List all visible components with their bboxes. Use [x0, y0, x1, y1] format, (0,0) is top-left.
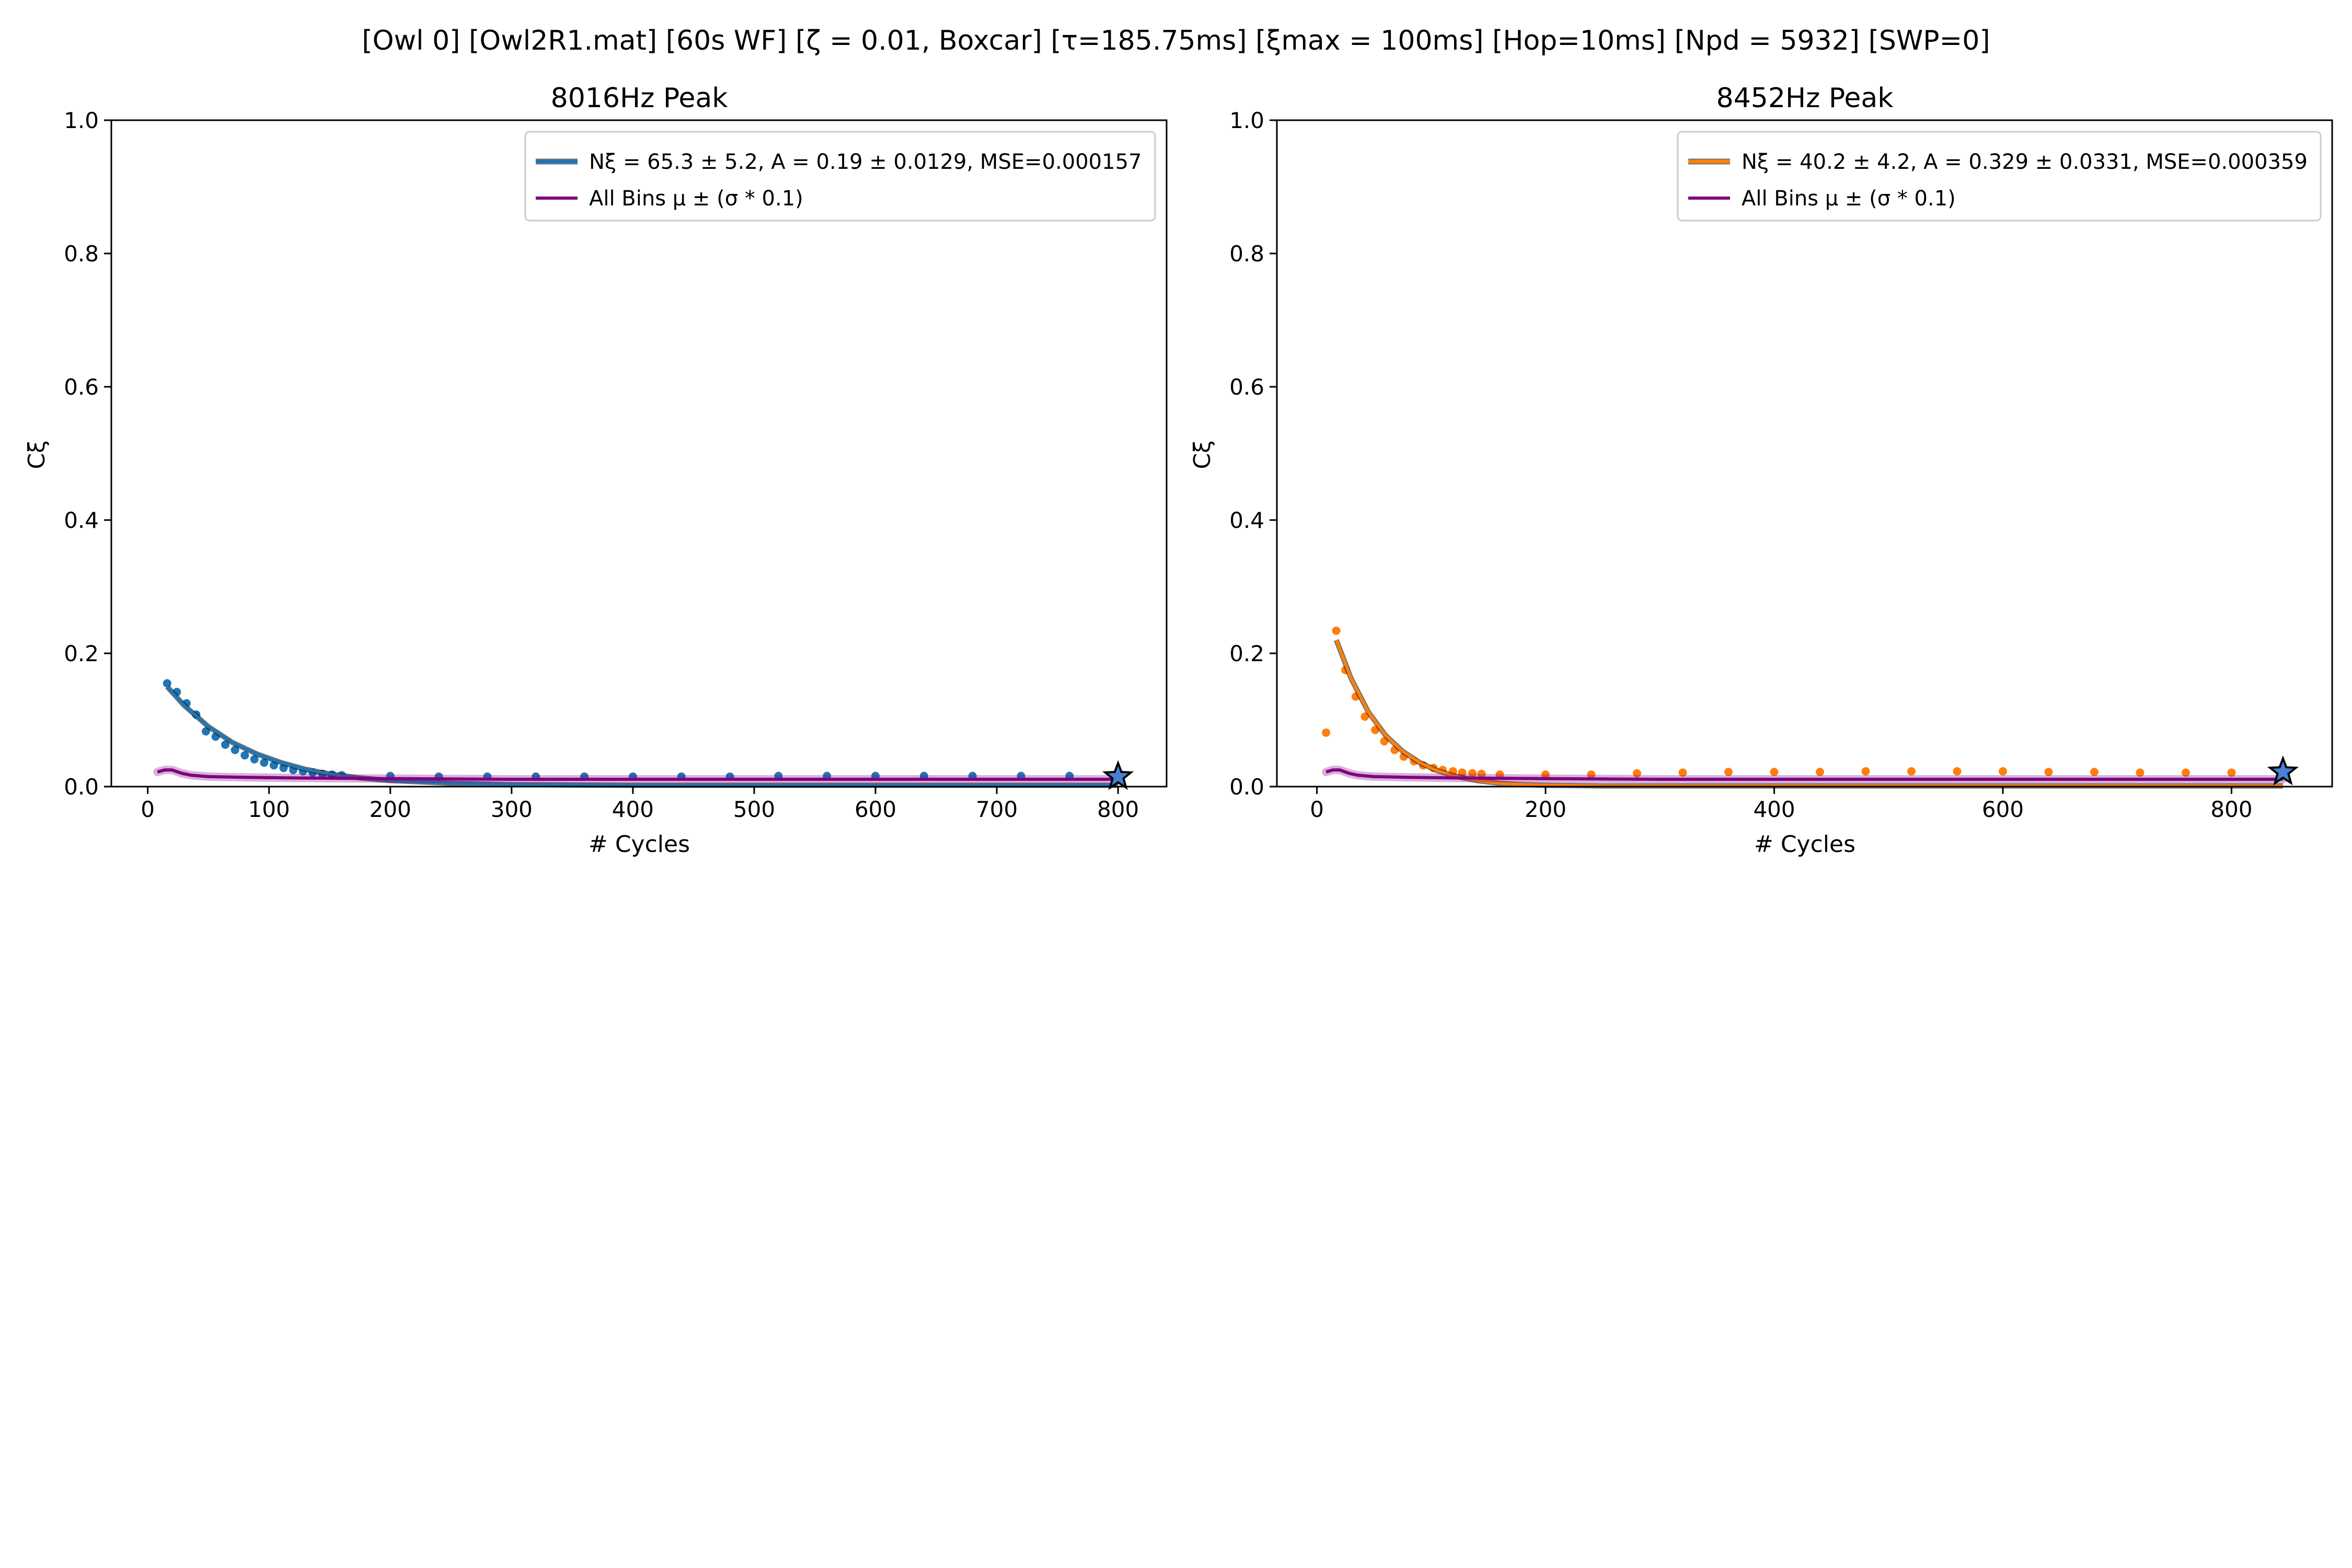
x-tick-label: 300	[491, 797, 533, 822]
legend-box	[524, 131, 1156, 222]
panel-title: 8016Hz Peak	[551, 83, 728, 114]
y-tick-label: 1.0	[1229, 108, 1264, 133]
panel-8016hz: 8016Hz Peak # Cycles Cξ 0 100 200 300 400 500…	[24, 83, 1168, 858]
mean-line	[1325, 768, 2283, 781]
data-point	[1861, 767, 1870, 776]
mean-line	[157, 768, 1119, 781]
x-tick-label: 200	[1525, 797, 1566, 822]
legend-label-mean: All Bins μ ± (σ * 0.1)	[1742, 187, 1956, 211]
data-point	[2227, 768, 2236, 777]
star-marker	[2267, 755, 2299, 786]
panel-8452hz: 8452Hz Peak # Cycles Cξ 0 200 400 600 800 0.0…	[1189, 83, 2333, 858]
y-tick-label: 0.6	[1229, 374, 1264, 400]
y-tick-label: 0.2	[1229, 641, 1264, 666]
data-point	[2090, 768, 2099, 776]
y-tick-label: 0.6	[64, 374, 99, 400]
data-point	[1541, 770, 1550, 779]
x-axis-label: # Cycles	[589, 831, 690, 858]
data-point	[2044, 768, 2053, 776]
y-axis-label: Cξ	[1189, 440, 1216, 469]
axes-frame	[110, 119, 1168, 788]
y-tick-label: 0.2	[64, 641, 99, 666]
y-tick-label: 0.4	[1229, 508, 1264, 533]
data-point	[240, 751, 249, 760]
legend-label-fit: Nξ = 65.3 ± 5.2, A = 0.19 ± 0.0129, MSE=…	[589, 150, 1142, 174]
x-axis-label: # Cycles	[1754, 831, 1855, 858]
legend-label-fit: Nξ = 40.2 ± 4.2, A = 0.329 ± 0.0331, MSE…	[1742, 150, 2308, 174]
x-tick-label: 400	[612, 797, 654, 822]
x-tick-label: 600	[855, 797, 896, 822]
x-tick-label: 0	[141, 797, 155, 822]
data-point	[1495, 770, 1504, 779]
data-point	[250, 755, 259, 764]
panel-title: 8452Hz Peak	[1716, 83, 1894, 114]
y-tick-label: 0.8	[1229, 241, 1264, 267]
x-tick-label: 0	[1310, 797, 1324, 822]
data-point	[221, 740, 230, 749]
data-point	[2136, 768, 2145, 777]
x-tick-label: 700	[976, 797, 1018, 822]
data-point	[1322, 728, 1331, 737]
data-point	[1816, 768, 1824, 776]
x-tick-label: 100	[248, 797, 290, 822]
data-point	[1907, 767, 1916, 776]
data-point	[1633, 769, 1641, 778]
data-point	[1770, 768, 1779, 776]
y-tick-label: 0.0	[1229, 774, 1264, 800]
x-tick-label: 800	[1097, 797, 1139, 822]
star-marker	[1102, 760, 1134, 790]
x-tick-label: 800	[2210, 797, 2252, 822]
y-tick-label: 1.0	[64, 108, 99, 133]
legend-box	[1677, 131, 2322, 222]
y-tick-label: 0.0	[64, 774, 99, 800]
data-point	[1468, 769, 1477, 778]
data-point	[1477, 769, 1486, 778]
data-point	[1678, 768, 1687, 777]
x-tick-label: 600	[1982, 797, 2024, 822]
data-point	[1953, 767, 1962, 776]
x-tick-label: 200	[370, 797, 411, 822]
data-point	[230, 745, 239, 754]
y-tick-label: 0.8	[64, 241, 99, 267]
x-tick-label: 500	[733, 797, 775, 822]
data-point	[1724, 768, 1733, 776]
y-tick-label: 0.4	[64, 508, 99, 533]
figure-suptitle: [Owl 0] [Owl2R1.mat] [60s WF] [ζ = 0.01,…	[362, 25, 1990, 56]
x-tick-label: 400	[1753, 797, 1795, 822]
data-point	[1332, 626, 1341, 635]
y-axis-label: Cξ	[24, 440, 50, 469]
data-point	[1999, 767, 2007, 776]
data-point	[1587, 770, 1596, 779]
data-point	[2182, 768, 2190, 777]
data-point	[260, 758, 269, 767]
axes-frame	[1276, 119, 2333, 788]
legend-label-mean: All Bins μ ± (σ * 0.1)	[589, 187, 803, 211]
